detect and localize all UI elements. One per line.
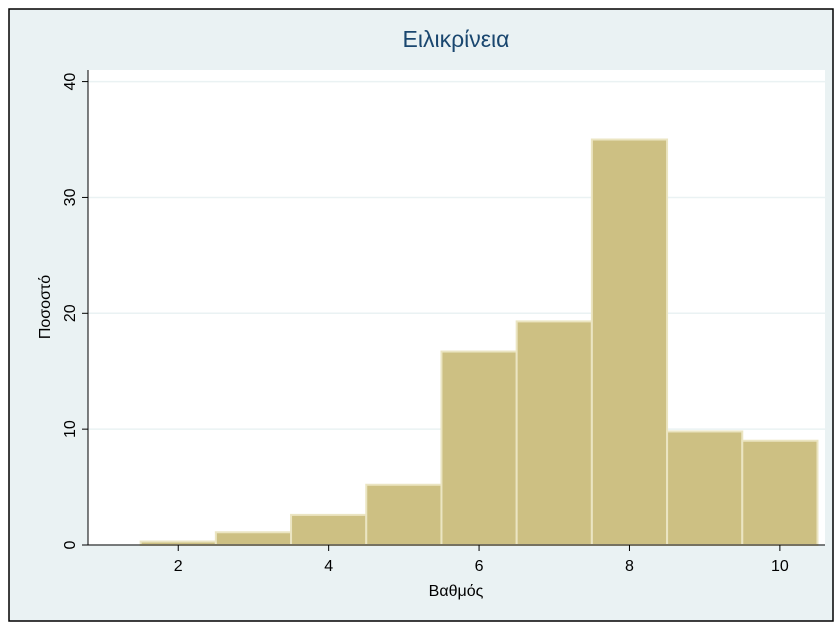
bar — [666, 430, 744, 546]
x-tick-label: 6 — [475, 558, 484, 575]
x-tick-label: 4 — [324, 558, 333, 575]
y-axis-label: Ποσοστό — [37, 275, 54, 339]
x-tick-label: 10 — [771, 558, 789, 575]
x-axis-label: Βαθμός — [429, 583, 484, 600]
chart-title: Ειλικρίνεια — [403, 26, 510, 52]
bar — [515, 320, 593, 546]
y-tick-label: 30 — [62, 188, 79, 206]
x-tick-label: 8 — [625, 558, 634, 575]
y-tick-label: 10 — [62, 420, 79, 438]
bar — [590, 138, 669, 546]
bar — [440, 350, 518, 546]
y-tick-label: 40 — [62, 73, 79, 91]
y-tick-label: 0 — [62, 540, 79, 549]
bar — [365, 483, 443, 547]
bar — [214, 531, 293, 547]
bar — [139, 540, 217, 547]
bar — [741, 439, 819, 547]
bar — [290, 513, 368, 547]
x-tick-label: 2 — [174, 558, 183, 575]
y-tick-label: 20 — [62, 304, 79, 322]
